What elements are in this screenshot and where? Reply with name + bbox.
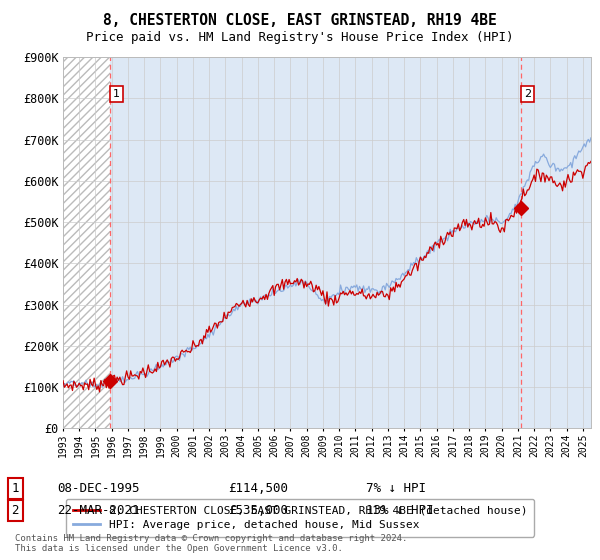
Text: £535,000: £535,000 — [228, 504, 288, 517]
Text: 7% ↓ HPI: 7% ↓ HPI — [366, 482, 426, 495]
Text: Price paid vs. HM Land Registry's House Price Index (HPI): Price paid vs. HM Land Registry's House … — [86, 31, 514, 44]
Text: Contains HM Land Registry data © Crown copyright and database right 2024.
This d: Contains HM Land Registry data © Crown c… — [15, 534, 407, 553]
Text: £114,500: £114,500 — [228, 482, 288, 495]
Text: 22-MAR-2021: 22-MAR-2021 — [57, 504, 139, 517]
Text: 13% ↓ HPI: 13% ↓ HPI — [366, 504, 433, 517]
Legend: 8, CHESTERTON CLOSE, EAST GRINSTEAD, RH19 4BE (detached house), HPI: Average pri: 8, CHESTERTON CLOSE, EAST GRINSTEAD, RH1… — [66, 499, 535, 536]
Text: 1: 1 — [113, 89, 120, 99]
Text: 2: 2 — [524, 89, 531, 99]
Text: 2: 2 — [11, 504, 19, 517]
Text: 8, CHESTERTON CLOSE, EAST GRINSTEAD, RH19 4BE: 8, CHESTERTON CLOSE, EAST GRINSTEAD, RH1… — [103, 13, 497, 28]
Bar — [521, 57, 591, 428]
Bar — [110, 57, 521, 428]
Bar — [63, 57, 110, 428]
Text: 1: 1 — [11, 482, 19, 495]
Text: 08-DEC-1995: 08-DEC-1995 — [57, 482, 139, 495]
